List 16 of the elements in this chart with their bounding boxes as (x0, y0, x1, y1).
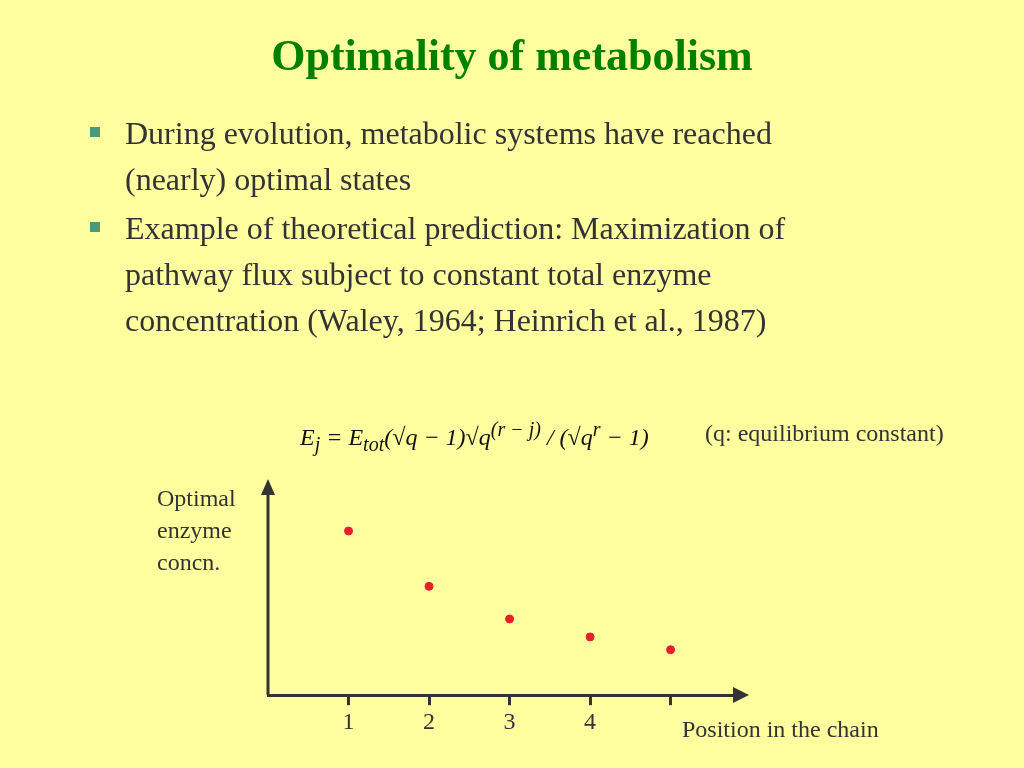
text: (q: equilibrium constant) (705, 420, 944, 447)
text: E$_{j}$ = E$_{tot}$(√q − 1)√q$^{(r − j)}$ / (√q$^{r}$ − 1) (300, 418, 649, 455)
x-tick-label: 1 (342, 707, 355, 734)
chart-title: Optimality of metabolism (270, 30, 754, 81)
point (666, 645, 676, 655)
point (344, 526, 354, 536)
text: During evolution, metabolic systems have reached (nearly) optimal states (125, 115, 772, 197)
y-axis-title: Optimal enzyme concn. (157, 484, 237, 577)
point (424, 581, 434, 591)
x-tick-label: 3 (503, 707, 516, 734)
point (585, 632, 595, 642)
x-tick-label: 4 (584, 707, 597, 734)
text: Example of theoretical prediction: Maximization of pathway flux subject to constant total enzyme concentration (Waley, 1964; Heinrich et al., 1987) (125, 210, 786, 338)
x-axis-title: Position in the chain (682, 716, 879, 743)
point (505, 614, 515, 624)
x-tick-label: 2 (423, 707, 436, 734)
